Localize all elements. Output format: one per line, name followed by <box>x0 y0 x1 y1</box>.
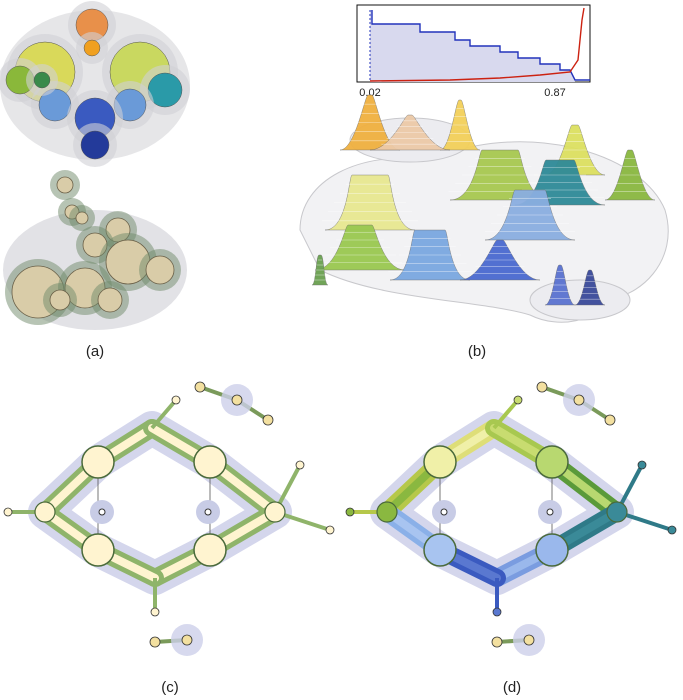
blob <box>50 290 70 310</box>
panel-d <box>346 382 676 656</box>
piece-node <box>182 635 192 645</box>
node <box>424 534 456 566</box>
node <box>536 534 568 566</box>
node <box>536 446 568 478</box>
node <box>35 502 55 522</box>
panel-c <box>4 382 334 656</box>
piece-node <box>150 637 160 647</box>
node <box>265 502 285 522</box>
figure: 0.02 0.87 (a) (b) (c) (d) <box>0 0 683 700</box>
piece-node <box>232 395 242 405</box>
piece-node <box>195 382 205 392</box>
leaf <box>296 461 304 469</box>
lobe <box>81 131 109 159</box>
leaf <box>668 526 676 534</box>
lobe <box>84 40 100 56</box>
node <box>194 534 226 566</box>
panel-label: (a) <box>86 343 104 360</box>
inset-tick-label: 0.87 <box>544 87 565 99</box>
panel-label: (d) <box>503 679 521 696</box>
ring-halo <box>387 428 617 578</box>
node <box>607 502 627 522</box>
isolated-node <box>441 509 447 515</box>
leaf <box>151 608 159 616</box>
panel-label: (c) <box>161 679 179 696</box>
piece-node <box>492 637 502 647</box>
piece-node <box>574 395 584 405</box>
node <box>194 446 226 478</box>
ring-halo <box>45 428 275 578</box>
piece-node <box>537 382 547 392</box>
isolated-node <box>205 509 211 515</box>
node <box>82 534 114 566</box>
blob <box>76 212 88 224</box>
lobe <box>34 72 50 88</box>
leaf <box>514 396 522 404</box>
panel-a <box>0 1 190 330</box>
piece-node <box>263 415 273 425</box>
blob <box>146 256 174 284</box>
node <box>424 446 456 478</box>
leaf <box>172 396 180 404</box>
blob <box>57 177 73 193</box>
panel-b: 0.02 0.87 <box>300 5 668 322</box>
isolated-node <box>547 509 553 515</box>
panel-label: (b) <box>468 343 486 360</box>
piece-node <box>605 415 615 425</box>
leaf <box>4 508 12 516</box>
leaf <box>638 461 646 469</box>
isolated-node <box>99 509 105 515</box>
leaf <box>493 608 501 616</box>
piece-node <box>524 635 534 645</box>
leaf <box>326 526 334 534</box>
leaf <box>346 508 354 516</box>
blob <box>98 288 122 312</box>
node <box>377 502 397 522</box>
node <box>82 446 114 478</box>
